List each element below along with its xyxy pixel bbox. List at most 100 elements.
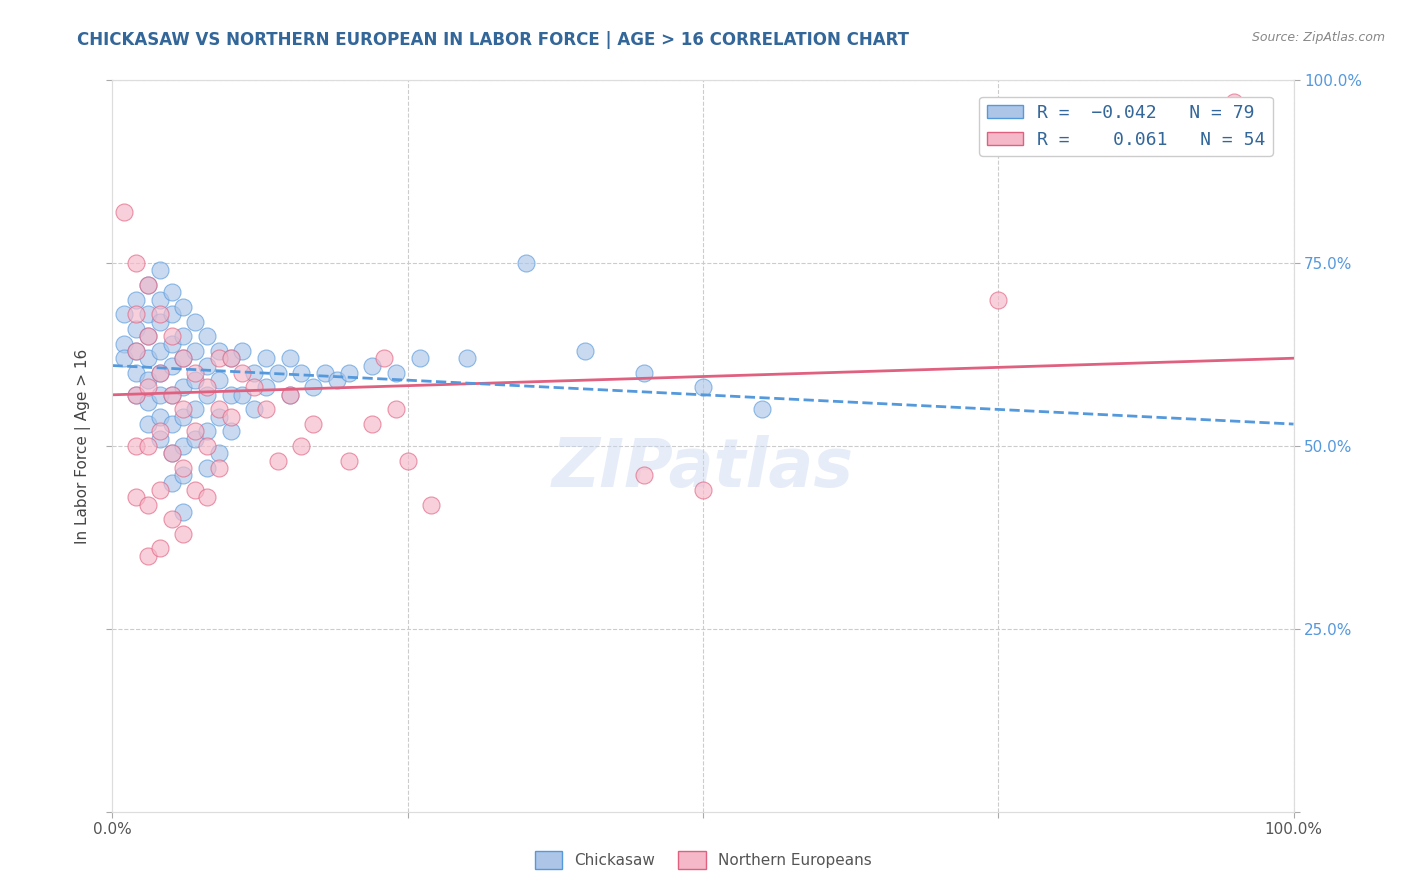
Point xyxy=(136,395,159,409)
Point xyxy=(208,343,231,358)
Point xyxy=(172,351,194,366)
Point xyxy=(302,380,325,394)
Point xyxy=(136,380,159,394)
Point xyxy=(326,373,349,387)
Point xyxy=(136,549,159,563)
Point xyxy=(184,425,207,439)
Point xyxy=(267,453,290,467)
Point xyxy=(337,366,360,380)
Point xyxy=(278,388,301,402)
Point xyxy=(136,278,159,293)
Point xyxy=(112,351,135,366)
Point xyxy=(302,417,325,431)
Point xyxy=(231,366,253,380)
Point xyxy=(172,461,194,475)
Point xyxy=(751,402,773,417)
Point xyxy=(184,315,207,329)
Point xyxy=(149,541,172,556)
Point xyxy=(361,417,384,431)
Point xyxy=(195,388,218,402)
Point xyxy=(136,498,159,512)
Point xyxy=(290,439,312,453)
Point xyxy=(172,351,194,366)
Point xyxy=(219,351,242,366)
Point xyxy=(243,366,266,380)
Point xyxy=(149,483,172,497)
Point xyxy=(184,432,207,446)
Point xyxy=(149,343,172,358)
Point xyxy=(136,329,159,343)
Point xyxy=(149,315,172,329)
Point xyxy=(420,498,443,512)
Point xyxy=(136,373,159,387)
Point xyxy=(314,366,336,380)
Point xyxy=(172,505,194,519)
Point xyxy=(149,409,172,424)
Point xyxy=(278,388,301,402)
Point xyxy=(195,329,218,343)
Point xyxy=(149,425,172,439)
Point xyxy=(172,468,194,483)
Point xyxy=(125,388,148,402)
Point xyxy=(692,483,714,497)
Point xyxy=(456,351,478,366)
Point xyxy=(172,329,194,343)
Point xyxy=(1223,95,1246,110)
Point xyxy=(112,205,135,219)
Point xyxy=(160,285,183,300)
Point xyxy=(172,526,194,541)
Point xyxy=(195,425,218,439)
Point xyxy=(136,278,159,293)
Point xyxy=(160,329,183,343)
Point xyxy=(125,307,148,321)
Point xyxy=(208,446,231,460)
Point xyxy=(149,388,172,402)
Point xyxy=(160,388,183,402)
Point xyxy=(125,388,148,402)
Point xyxy=(385,366,408,380)
Point xyxy=(208,351,231,366)
Point xyxy=(267,366,290,380)
Point xyxy=(231,388,253,402)
Point xyxy=(172,300,194,314)
Point xyxy=(172,439,194,453)
Point xyxy=(219,409,242,424)
Point xyxy=(195,490,218,504)
Point xyxy=(136,329,159,343)
Point xyxy=(195,461,218,475)
Point xyxy=(373,351,395,366)
Point xyxy=(692,380,714,394)
Point xyxy=(125,256,148,270)
Point xyxy=(408,351,430,366)
Point xyxy=(149,366,172,380)
Legend: R =  −0.042   N = 79, R =    0.061   N = 54: R = −0.042 N = 79, R = 0.061 N = 54 xyxy=(980,96,1272,156)
Point xyxy=(574,343,596,358)
Point xyxy=(136,307,159,321)
Point xyxy=(633,366,655,380)
Point xyxy=(149,366,172,380)
Point xyxy=(243,402,266,417)
Point xyxy=(254,351,277,366)
Point xyxy=(125,343,148,358)
Point xyxy=(208,409,231,424)
Point xyxy=(112,307,135,321)
Point xyxy=(160,359,183,373)
Point xyxy=(515,256,537,270)
Point xyxy=(254,402,277,417)
Point xyxy=(125,343,148,358)
Point xyxy=(172,380,194,394)
Point xyxy=(172,402,194,417)
Point xyxy=(160,475,183,490)
Point xyxy=(149,432,172,446)
Y-axis label: In Labor Force | Age > 16: In Labor Force | Age > 16 xyxy=(75,349,91,543)
Point xyxy=(208,373,231,387)
Point xyxy=(125,490,148,504)
Point xyxy=(184,483,207,497)
Point xyxy=(160,446,183,460)
Point xyxy=(195,380,218,394)
Point xyxy=(125,293,148,307)
Point xyxy=(112,336,135,351)
Point xyxy=(219,425,242,439)
Point xyxy=(219,351,242,366)
Point xyxy=(149,307,172,321)
